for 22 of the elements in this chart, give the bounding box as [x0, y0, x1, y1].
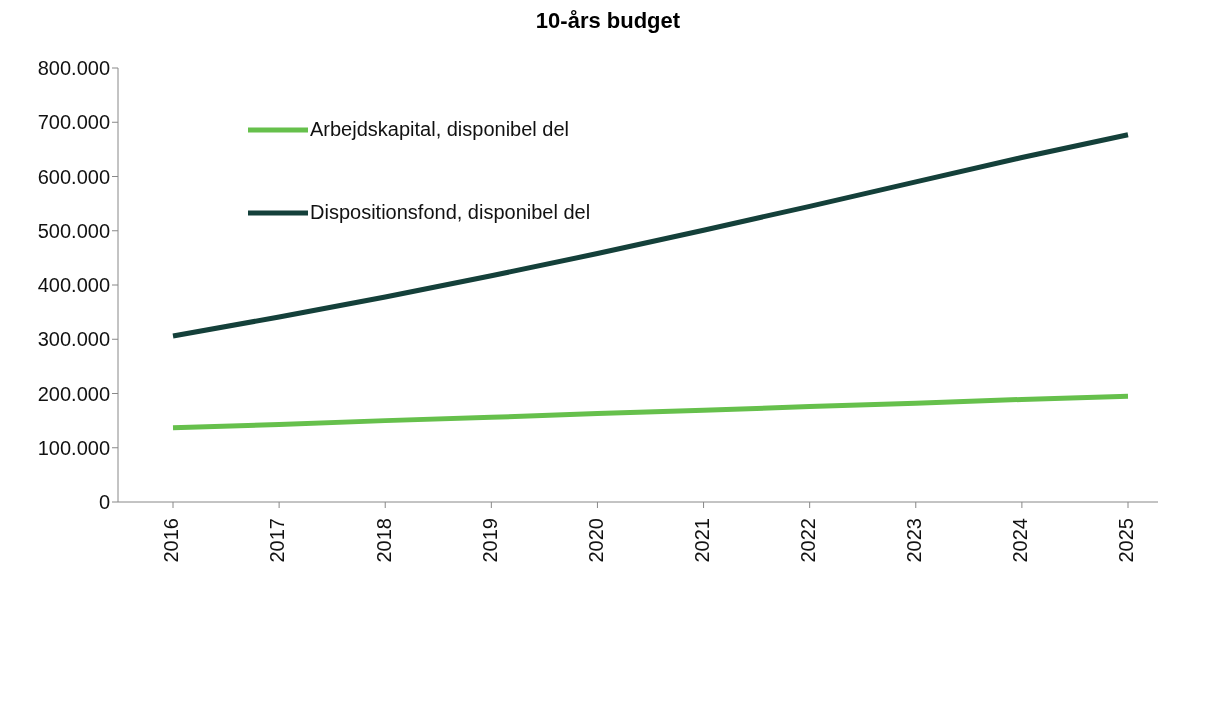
x-tick-label: 2023 — [903, 518, 926, 563]
y-tick-label: 300.000 — [37, 328, 110, 351]
x-tick-label: 2025 — [1115, 518, 1138, 563]
y-tick-label: 100.000 — [37, 436, 110, 459]
y-tick-label: 700.000 — [37, 111, 110, 134]
x-tick-label: 2024 — [1009, 518, 1032, 563]
x-tick-label: 2018 — [372, 518, 395, 563]
y-tick-label: 200.000 — [37, 382, 110, 405]
x-tick-label: 2020 — [584, 518, 607, 563]
x-tick-label: 2022 — [796, 518, 819, 563]
x-tick-label: 2021 — [690, 518, 713, 563]
legend-label: Arbejdskapital, disponibel del — [310, 118, 570, 141]
x-tick-label: 2019 — [478, 518, 501, 563]
y-tick-label: 400.000 — [37, 274, 110, 297]
y-tick-label: 500.000 — [37, 219, 110, 242]
legend-label: Dispositionsfond, disponibel del — [310, 201, 591, 224]
x-tick-label: 2016 — [160, 518, 183, 563]
y-tick-label: 800.000 — [37, 57, 110, 80]
y-tick-label: 600.000 — [37, 165, 110, 188]
x-tick-label: 2017 — [266, 518, 289, 563]
chart-title: 10-års budget — [534, 8, 682, 35]
y-tick-label: 0 — [98, 491, 110, 514]
